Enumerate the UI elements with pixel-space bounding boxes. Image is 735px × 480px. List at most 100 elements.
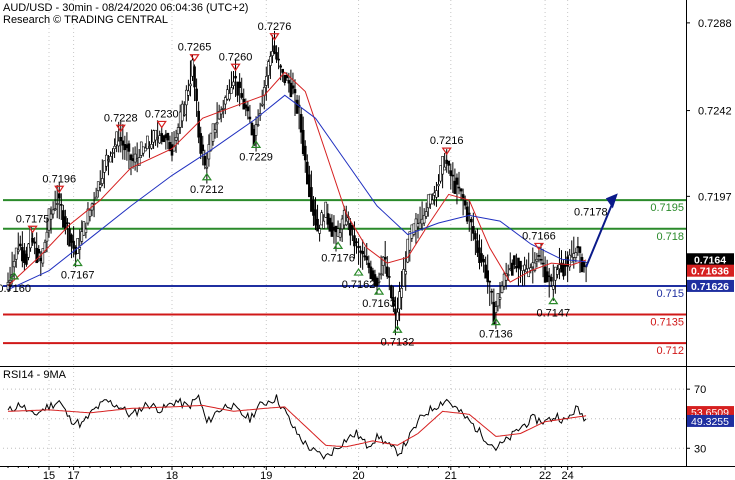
candle-body [72, 240, 75, 249]
candle-body [562, 263, 565, 277]
candle-body [418, 222, 422, 229]
candle-body [170, 144, 174, 156]
candle-body [31, 237, 34, 243]
key-level-label: 0.712 [656, 345, 684, 357]
candle-body [18, 243, 22, 247]
price-panel: 0.7195 0.718 0.715 0.7135 0.712 0.7175 0.7196 0… [0, 0, 686, 466]
candle-body [279, 65, 282, 68]
key-level-label: 0.7195 [650, 202, 684, 214]
support-marker [373, 287, 385, 295]
candle-body [328, 217, 332, 232]
candle-body [580, 257, 584, 273]
candle-body [441, 156, 444, 175]
candle-body [51, 209, 55, 215]
candle-body [76, 238, 79, 254]
candle-body [416, 223, 420, 228]
candle-body [33, 241, 36, 244]
candle-body [197, 110, 200, 138]
candle-body [180, 103, 184, 122]
candle-body [394, 308, 397, 314]
price-tick-label: 0.7197 [698, 191, 732, 203]
candle-body [25, 253, 28, 265]
candle-body [308, 174, 311, 198]
candle-body [517, 257, 520, 268]
candle-body [357, 245, 360, 249]
candle-body [27, 243, 30, 258]
candle-body [224, 97, 227, 105]
candle-body [211, 123, 215, 142]
candle-body [23, 250, 26, 263]
resistance-marker [27, 225, 38, 234]
candle-body [137, 157, 141, 166]
candle-body [269, 56, 272, 66]
candle-body [305, 161, 309, 185]
candle-body [426, 194, 430, 209]
candle-body [127, 143, 131, 152]
candle-body [142, 146, 145, 154]
pivot-high-label: 0.7228 [104, 112, 138, 124]
candle-body [246, 106, 250, 112]
candle-body [551, 285, 555, 290]
candle-body [174, 137, 178, 141]
support-marker [490, 317, 502, 326]
candle-body [445, 159, 449, 164]
price-tag [687, 279, 734, 292]
support-marker [392, 325, 403, 333]
candle-body [353, 235, 356, 247]
forecast-arrow-line [585, 201, 614, 268]
time-tick-label: 22 [539, 470, 551, 480]
candle-body [531, 262, 535, 268]
time-tick-label: 19 [260, 470, 272, 480]
candle-body [148, 146, 151, 148]
candle-body [62, 210, 65, 228]
support-marker [332, 241, 344, 249]
candle-body [158, 135, 161, 144]
forecast-target-label: 0.7178 [574, 206, 608, 218]
candle-body [260, 103, 264, 106]
candle-body [103, 160, 106, 173]
time-tick-label: 15 [43, 470, 55, 480]
candle-body [195, 88, 198, 101]
candle-body [521, 265, 524, 271]
candle-body [94, 196, 98, 200]
candle-body [150, 144, 153, 149]
candle-body [467, 212, 471, 215]
candle-body [396, 311, 399, 321]
rsi-panel: RSI14 - 9MA [3, 369, 686, 460]
candle-body [453, 180, 457, 194]
pivot-high-label: 0.7216 [430, 135, 464, 147]
candle-body [519, 260, 522, 270]
candle-body [515, 265, 518, 269]
pivot-high-label: 0.7276 [258, 21, 292, 33]
candle-body [533, 262, 537, 271]
candle-body [84, 228, 88, 233]
candle-body [21, 247, 24, 262]
candle-body [525, 268, 528, 273]
candle-body [166, 132, 170, 141]
price-tag [687, 253, 734, 266]
candle-body [37, 249, 41, 254]
pivot-high-label: 0.7260 [219, 51, 253, 63]
candle-body [287, 80, 291, 84]
candle-body [82, 221, 86, 236]
support-marker [201, 172, 212, 181]
candle-body [273, 45, 276, 54]
rsi-series-line [8, 404, 587, 448]
candle-body [443, 166, 446, 171]
candle-body [215, 122, 219, 125]
candle-body [330, 222, 334, 237]
candle-body [543, 266, 547, 283]
key-level-label: 0.7135 [650, 317, 684, 329]
candle-body [439, 165, 442, 182]
resistance-marker [115, 124, 126, 133]
candle-body [193, 66, 196, 88]
candle-body [498, 297, 502, 300]
candle-body [139, 141, 143, 156]
support-marker [548, 296, 559, 305]
candle-body [88, 209, 92, 217]
candle-body [185, 89, 188, 106]
candle-body [152, 130, 155, 143]
candle-body [64, 216, 67, 230]
candle-body [564, 264, 567, 267]
price-tag-label: 0.71626 [691, 281, 729, 293]
